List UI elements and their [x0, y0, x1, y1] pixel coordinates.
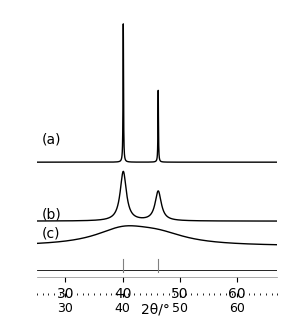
Text: (b): (b): [42, 208, 61, 222]
Text: (c): (c): [42, 227, 60, 241]
Text: (a): (a): [42, 132, 61, 146]
Text: 2θ/°: 2θ/°: [141, 303, 170, 317]
